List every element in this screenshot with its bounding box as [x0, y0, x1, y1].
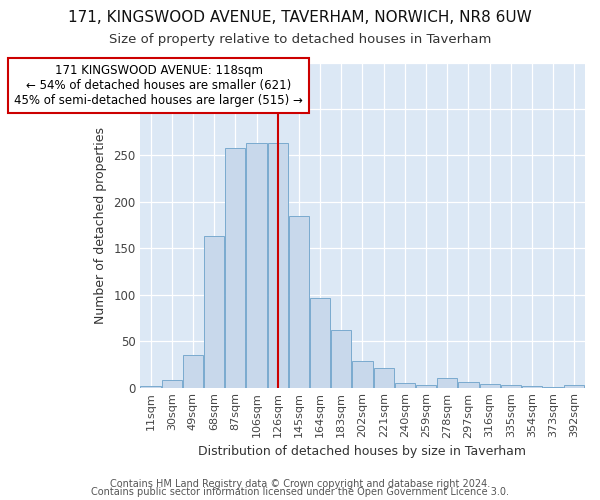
Bar	[225, 148, 245, 388]
Bar	[565, 385, 584, 388]
Bar	[268, 144, 288, 388]
Bar	[543, 386, 563, 388]
Bar	[522, 386, 542, 388]
Bar	[247, 144, 266, 388]
Bar	[331, 330, 352, 388]
Text: Size of property relative to detached houses in Taverham: Size of property relative to detached ho…	[109, 32, 491, 46]
Bar	[374, 368, 394, 388]
Bar	[140, 386, 161, 388]
Bar	[458, 382, 479, 388]
Bar	[204, 236, 224, 388]
Bar	[289, 216, 309, 388]
Y-axis label: Number of detached properties: Number of detached properties	[94, 126, 107, 324]
Bar	[395, 383, 415, 388]
Bar	[352, 360, 373, 388]
Bar	[161, 380, 182, 388]
Bar	[183, 355, 203, 388]
Bar	[501, 385, 521, 388]
Bar	[310, 298, 330, 388]
Text: Contains HM Land Registry data © Crown copyright and database right 2024.: Contains HM Land Registry data © Crown c…	[110, 479, 490, 489]
Bar	[479, 384, 500, 388]
X-axis label: Distribution of detached houses by size in Taverham: Distribution of detached houses by size …	[199, 444, 526, 458]
Text: 171, KINGSWOOD AVENUE, TAVERHAM, NORWICH, NR8 6UW: 171, KINGSWOOD AVENUE, TAVERHAM, NORWICH…	[68, 10, 532, 25]
Bar	[416, 385, 436, 388]
Text: 171 KINGSWOOD AVENUE: 118sqm
← 54% of detached houses are smaller (621)
45% of s: 171 KINGSWOOD AVENUE: 118sqm ← 54% of de…	[14, 64, 303, 108]
Text: Contains public sector information licensed under the Open Government Licence 3.: Contains public sector information licen…	[91, 487, 509, 497]
Bar	[437, 378, 457, 388]
